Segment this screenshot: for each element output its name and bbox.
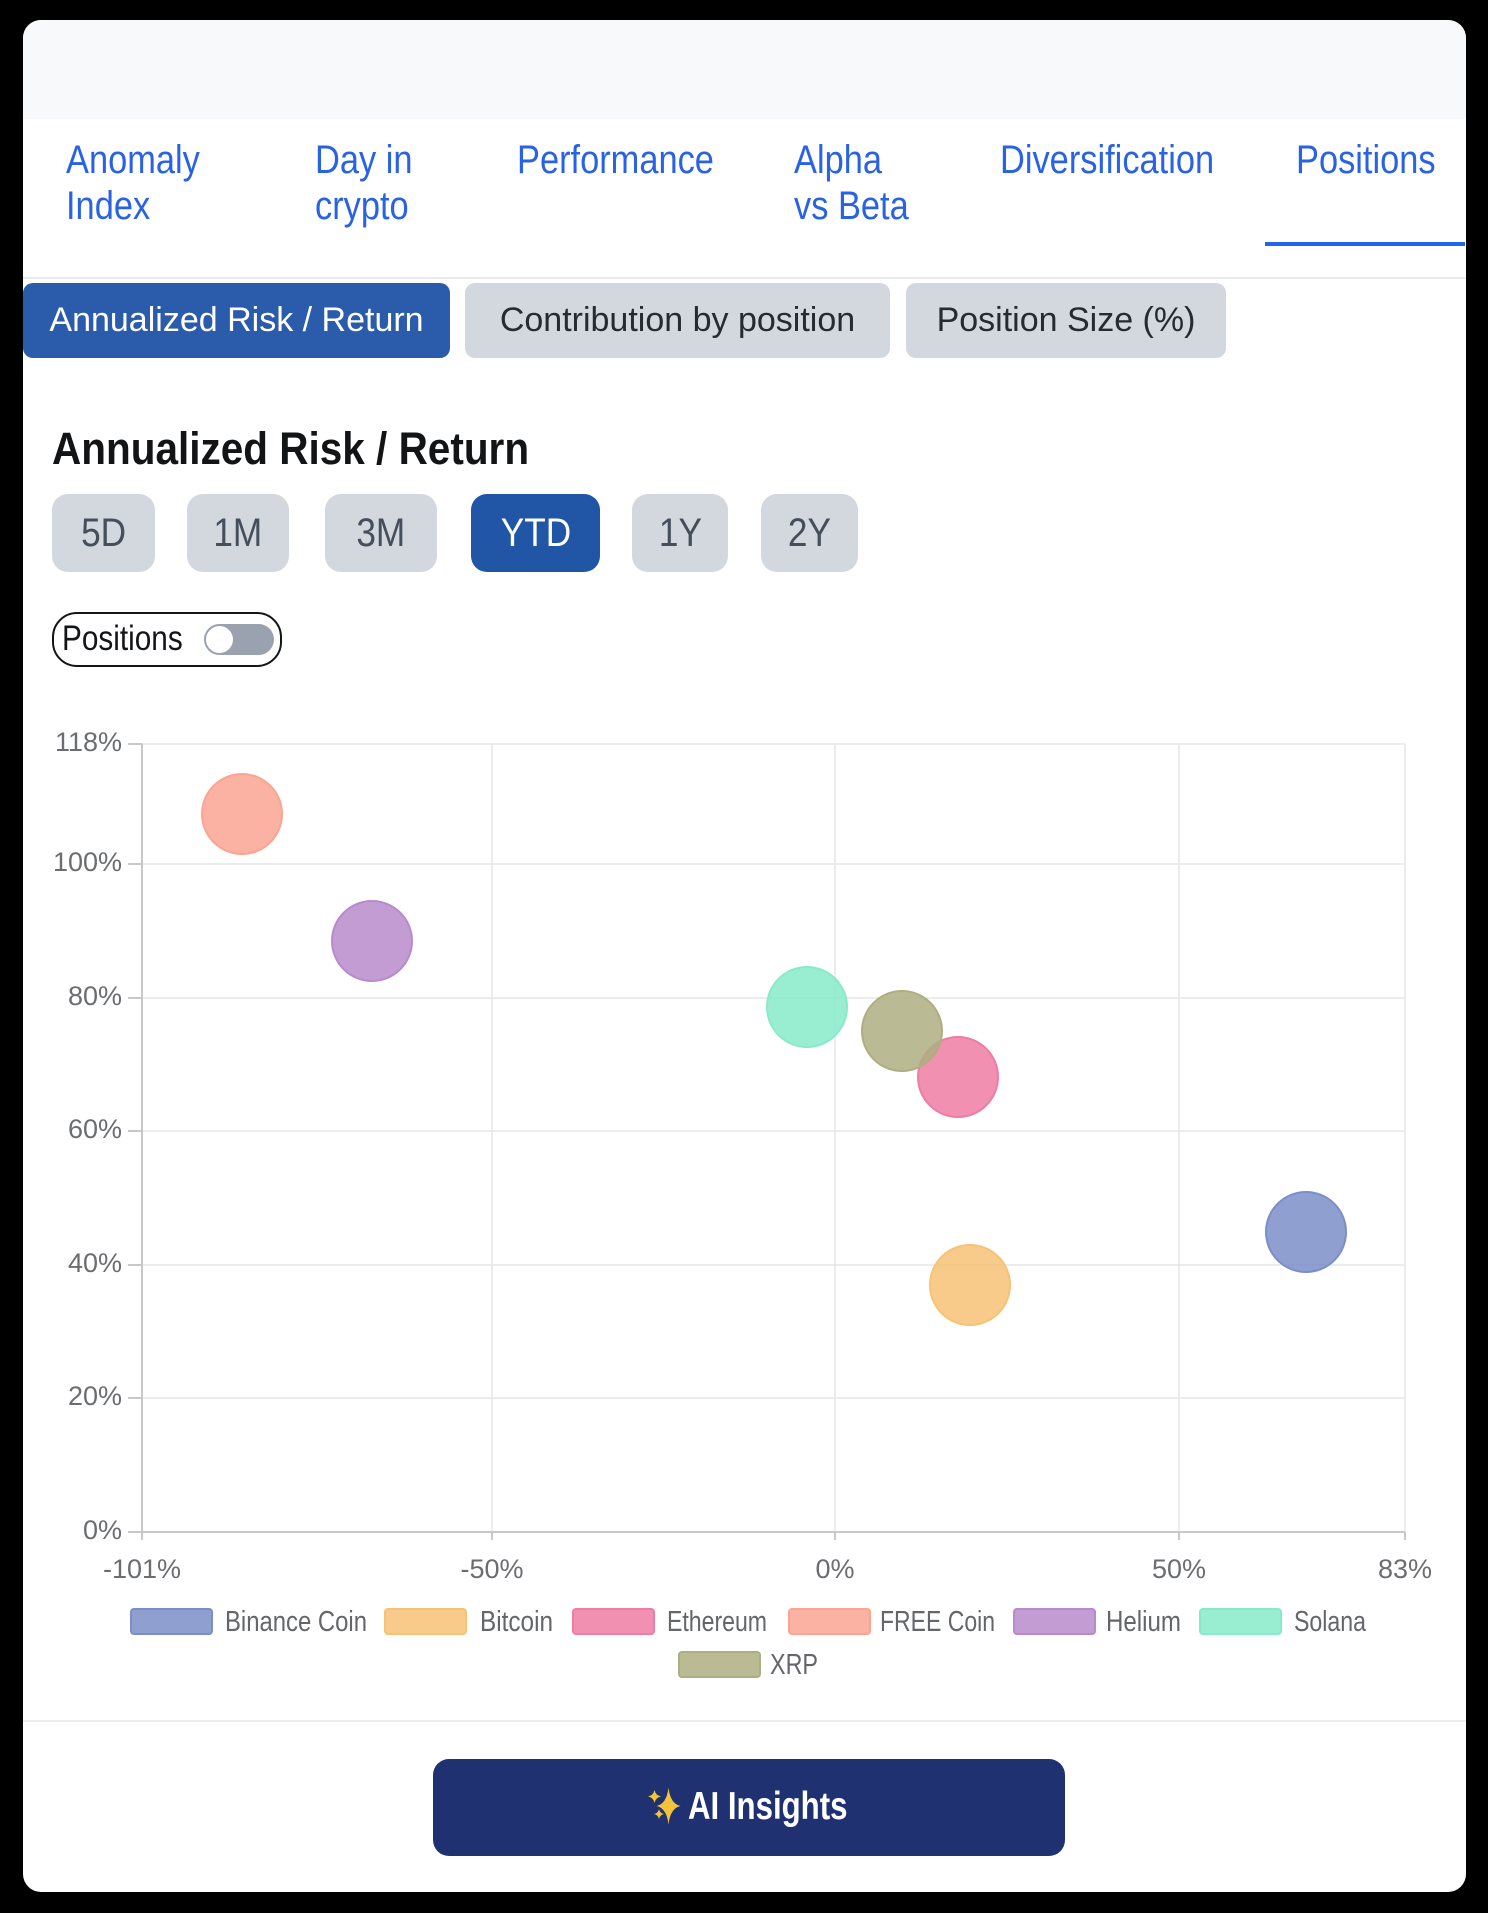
svg-text:80%: 80% [68,981,122,1011]
svg-text:FREE Coin: FREE Coin [880,1606,995,1638]
svg-text:Binance Coin: Binance Coin [225,1606,367,1638]
svg-text:-101%: -101% [103,1554,181,1584]
svg-text:118%: 118% [55,727,122,757]
svg-text:-50%: -50% [460,1554,523,1584]
svg-text:Bitcoin: Bitcoin [480,1606,553,1638]
svg-text:Helium: Helium [1106,1606,1181,1638]
svg-text:20%: 20% [68,1381,122,1411]
svg-text:40%: 40% [68,1248,122,1278]
svg-text:XRP: XRP [770,1649,818,1681]
svg-text:Solana: Solana [1294,1606,1367,1638]
svg-text:60%: 60% [68,1114,122,1144]
svg-text:50%: 50% [1152,1554,1206,1584]
svg-text:0%: 0% [815,1554,854,1584]
svg-text:100%: 100% [53,847,122,877]
svg-text:Ethereum: Ethereum [667,1606,767,1638]
svg-text:83%: 83% [1378,1554,1432,1584]
svg-text:0%: 0% [83,1515,122,1545]
